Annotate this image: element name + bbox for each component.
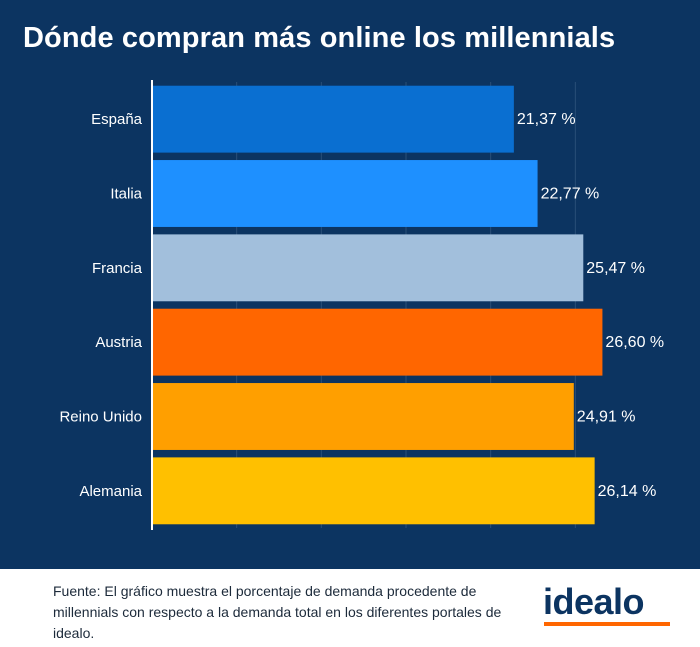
category-label: Alemania — [79, 483, 142, 500]
bar-chart: España 21,37 % Italia 22,77 % Francia 25,47 %… — [59, 80, 664, 530]
category-label: Austria — [95, 334, 142, 351]
logo-underline — [544, 622, 670, 626]
bar[interactable] — [152, 457, 595, 525]
bar[interactable] — [152, 383, 574, 450]
logo-text: idealo — [543, 581, 645, 622]
bars: España 21,37 % Italia 22,77 % Francia 25,47 %… — [59, 85, 664, 525]
data-label: 21,37 % — [517, 111, 576, 128]
source-note: Fuente: El gráfico muestra el porcentaje… — [53, 583, 502, 641]
chart-panel: Dónde compran más online los millennials… — [0, 0, 700, 569]
idealo-logo: idealo — [543, 584, 671, 630]
category-label: Francia — [92, 260, 143, 277]
footer: Fuente: El gráfico muestra el porcentaje… — [0, 569, 700, 647]
category-label: España — [91, 111, 143, 128]
bar[interactable] — [152, 308, 603, 376]
data-label: 24,91 % — [577, 409, 636, 426]
bar[interactable] — [152, 160, 538, 227]
category-label: Reino Unido — [59, 409, 142, 426]
grid-lines — [236, 82, 576, 528]
data-label: 26,14 % — [598, 483, 657, 500]
category-label: Italia — [110, 186, 142, 203]
bar[interactable] — [152, 234, 584, 302]
data-label: 26,60 % — [605, 334, 664, 351]
data-label: 25,47 % — [586, 260, 645, 277]
bar[interactable] — [152, 85, 514, 153]
chart-title: Dónde compran más online los millennials — [23, 22, 616, 54]
data-label: 22,77 % — [541, 186, 600, 203]
